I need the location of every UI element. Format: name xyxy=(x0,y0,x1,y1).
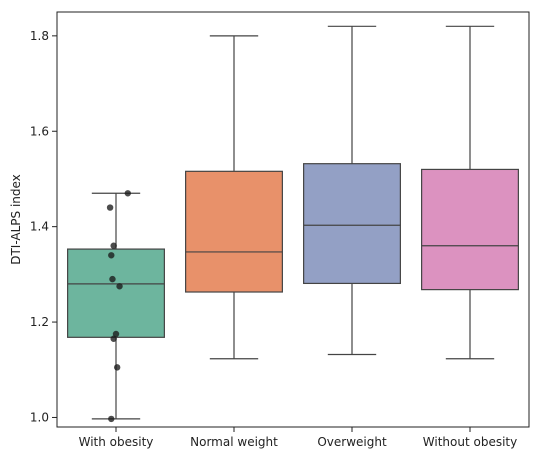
data-point xyxy=(124,190,131,197)
data-point xyxy=(109,275,116,283)
plot-frame xyxy=(56,11,530,428)
y-tick-label: 1.4 xyxy=(30,220,49,234)
data-point xyxy=(113,364,121,371)
y-tick-label: 1.0 xyxy=(30,410,49,424)
x-tick-label: Overweight xyxy=(317,435,387,449)
box-with-obesity xyxy=(67,248,165,338)
box-overweight xyxy=(303,163,401,285)
box-without-obesity xyxy=(421,168,519,291)
data-point xyxy=(112,330,120,338)
data-point xyxy=(108,415,115,423)
box-normal-weight xyxy=(185,170,283,293)
y-tick-label: 1.8 xyxy=(30,29,49,43)
y-axis-label: DTI-ALPS index xyxy=(9,174,23,265)
data-point xyxy=(110,335,117,342)
x-tick-label: With obesity xyxy=(79,435,154,449)
data-point xyxy=(108,252,115,259)
y-tick-label: 1.2 xyxy=(30,315,49,329)
data-point xyxy=(110,242,117,249)
x-tick-label: Normal weight xyxy=(190,435,278,449)
data-point xyxy=(106,204,114,211)
data-point xyxy=(116,283,123,290)
x-tick-label: Without obesity xyxy=(423,435,517,449)
y-tick-label: 1.6 xyxy=(30,124,49,138)
